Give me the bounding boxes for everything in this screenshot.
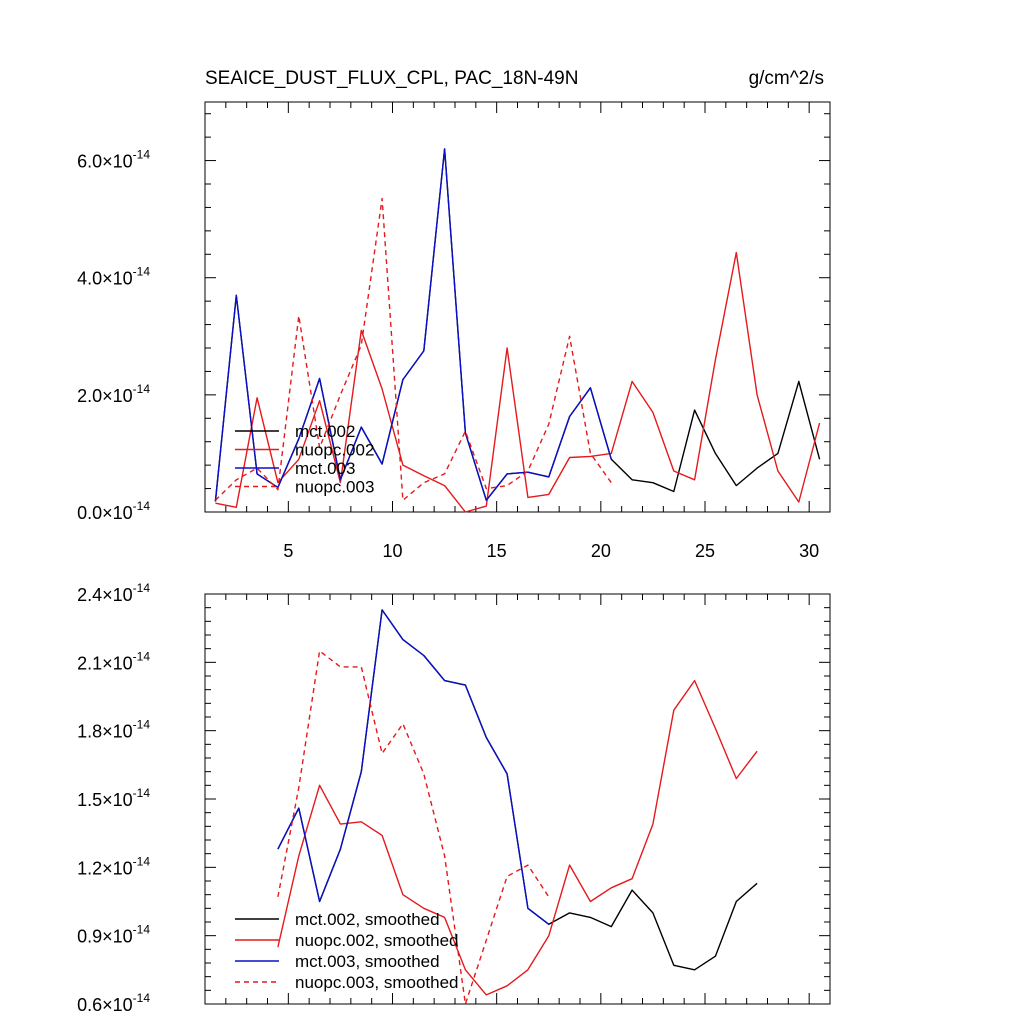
series-lines [214, 148, 821, 513]
y-tick-label: 0.6×10-14 [77, 991, 150, 1015]
chart-title: SEAICE_DUST_FLUX_CPL, PAC_18N-49N [205, 68, 578, 89]
x-tick-label: 20 [591, 541, 611, 561]
legend-label: mct.003, smoothed [295, 952, 440, 971]
legend-label: nuopc.002, smoothed [295, 931, 459, 950]
series-line-nuopc-003-smoothed [277, 650, 550, 1005]
y-tick-label: 6.0×10-14 [77, 148, 150, 172]
x-minor-ticks [204, 594, 831, 1004]
legend-label: nuopc.002 [295, 441, 374, 460]
legend-label: nuopc.003 [295, 478, 374, 497]
x-minor-ticks [204, 102, 831, 512]
legend: mct.002, smoothed nuopc.002, smoothed mct.… [235, 910, 459, 992]
series-line-nuopc-002 [215, 251, 821, 513]
y-minor-ticks [205, 607, 830, 991]
series-line-nuopc-002-smoothed [277, 679, 758, 996]
y-tick-label: 4.0×10-14 [77, 265, 150, 289]
x-tick-label: 30 [799, 541, 819, 561]
y-minor-ticks [205, 113, 830, 490]
y-tick-label: 0.9×10-14 [77, 923, 150, 947]
y-tick-label: 1.5×10-14 [77, 786, 150, 810]
x-tick-label: 15 [487, 541, 507, 561]
bottom-panel: 0.6×10-14 0.9×10-14 1.2×10-14 1.5×10-14 1.8×… [77, 581, 831, 1015]
legend-label: mct.003 [295, 459, 355, 478]
series-lines [277, 609, 758, 1005]
y-tick-label: 2.0×10-14 [77, 382, 150, 406]
top-panel: SEAICE_DUST_FLUX_CPL, PAC_18N-49N g/cm^2/… [77, 68, 831, 561]
y-tick-label: 2.4×10-14 [77, 581, 150, 605]
series-line-nuopc-003 [214, 197, 612, 501]
y-tick-label: 1.2×10-14 [77, 854, 150, 878]
x-tick-label: 10 [382, 541, 402, 561]
y-tick-label: 2.1×10-14 [77, 649, 150, 673]
legend-label: mct.002 [295, 422, 355, 441]
y-tick-label: 0.0×10-14 [77, 499, 150, 523]
series-line-mct-003-smoothed [277, 609, 550, 925]
x-tick-label: 5 [283, 541, 293, 561]
legend-label: mct.002, smoothed [295, 910, 440, 929]
x-tick-label: 25 [695, 541, 715, 561]
legend-label: nuopc.003, smoothed [295, 973, 459, 992]
units-label: g/cm^2/s [749, 68, 824, 89]
y-tick-label: 1.8×10-14 [77, 718, 150, 742]
series-line-mct-003 [214, 148, 612, 502]
